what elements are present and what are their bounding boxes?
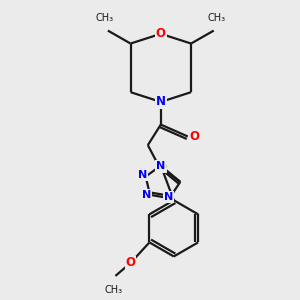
Text: O: O bbox=[125, 256, 136, 269]
Text: S: S bbox=[158, 159, 166, 172]
Text: CH₃: CH₃ bbox=[208, 13, 226, 23]
Text: O: O bbox=[189, 130, 199, 143]
Text: N: N bbox=[142, 190, 152, 200]
Text: N: N bbox=[156, 95, 166, 108]
Text: N: N bbox=[138, 170, 147, 180]
Text: O: O bbox=[156, 27, 166, 40]
Text: CH₃: CH₃ bbox=[104, 285, 122, 295]
Text: N: N bbox=[164, 192, 173, 202]
Text: CH₃: CH₃ bbox=[95, 13, 114, 23]
Text: N: N bbox=[156, 161, 165, 171]
